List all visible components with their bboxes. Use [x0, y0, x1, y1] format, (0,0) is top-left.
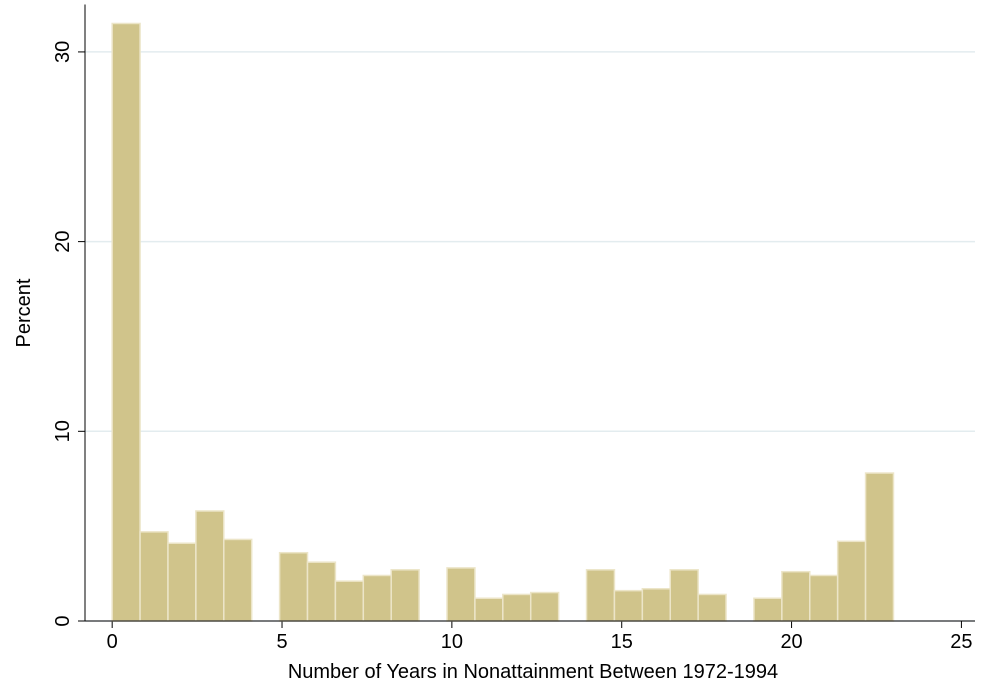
y-axis-label: Percent — [13, 278, 35, 347]
y-tick-label: 30 — [52, 41, 74, 63]
bar — [864, 472, 895, 622]
y-tick-label: 20 — [52, 230, 74, 252]
bar — [585, 569, 616, 622]
bar — [529, 591, 560, 622]
bar — [697, 593, 727, 622]
bar — [167, 542, 197, 622]
bar — [502, 593, 532, 622]
x-tick-label: 15 — [611, 631, 633, 653]
bar — [446, 567, 476, 622]
bar — [390, 569, 420, 622]
bar — [139, 531, 169, 622]
bar — [474, 597, 504, 622]
bar — [223, 538, 253, 622]
x-tick-label: 20 — [780, 631, 802, 653]
x-axis-label: Number of Years in Nonattainment Between… — [288, 661, 778, 683]
bar — [195, 510, 225, 622]
y-tick-label: 0 — [52, 615, 74, 626]
bar — [613, 589, 644, 622]
y-tick-label: 10 — [52, 420, 74, 442]
bar — [334, 580, 365, 622]
bar — [641, 588, 671, 622]
bar — [781, 570, 811, 622]
bar — [278, 551, 309, 622]
bar — [111, 22, 141, 622]
x-tick-label: 25 — [950, 631, 972, 653]
x-tick-label: 10 — [441, 631, 463, 653]
x-tick-label: 5 — [276, 631, 287, 653]
bar — [836, 540, 867, 622]
bar — [669, 569, 699, 622]
x-tick-label: 0 — [107, 631, 118, 653]
bar — [362, 574, 392, 622]
bar — [809, 574, 839, 622]
bar — [306, 561, 337, 622]
bar — [753, 597, 783, 622]
